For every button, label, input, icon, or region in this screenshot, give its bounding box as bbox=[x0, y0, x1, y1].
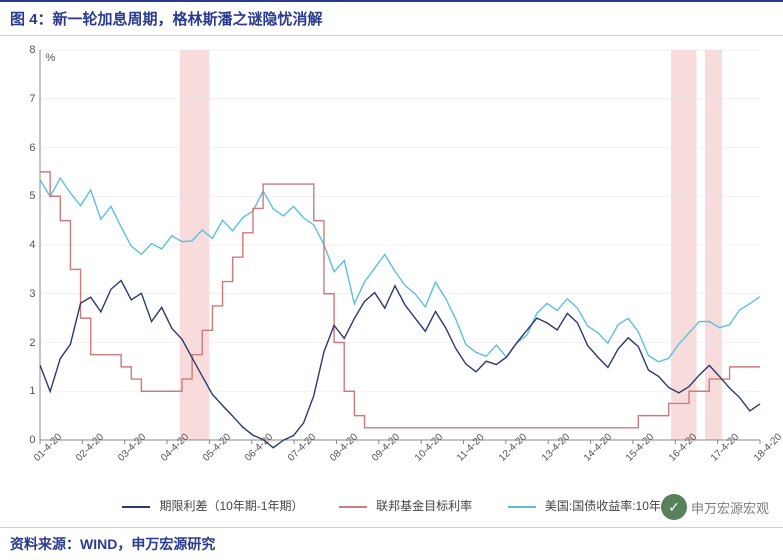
legend-label-0: 期限利差（10年期-1年期） bbox=[159, 499, 303, 513]
legend-label-1: 联邦基金目标利率 bbox=[376, 499, 472, 513]
title-bar: 图 4：新一轮加息周期，格林斯潘之谜隐忧消解 bbox=[0, 0, 783, 36]
legend-label-2: 美国:国债收益率:10年 bbox=[545, 499, 661, 513]
wechat-icon: ✓ bbox=[661, 494, 687, 520]
figure-title: 图 4：新一轮加息周期，格林斯潘之谜隐忧消解 bbox=[10, 11, 323, 28]
legend-swatch-1 bbox=[339, 506, 367, 508]
source-text: 资料来源：WIND，申万宏源研究 bbox=[10, 536, 215, 552]
legend-item-2: 美国:国债收益率:10年 bbox=[508, 497, 661, 514]
legend-swatch-2 bbox=[508, 506, 536, 508]
legend-item-1: 联邦基金目标利率 bbox=[339, 497, 472, 514]
plot-svg bbox=[40, 50, 760, 440]
figure-container: 图 4：新一轮加息周期，格林斯潘之谜隐忧消解 % 012345678 01-4-… bbox=[0, 0, 783, 560]
x-axis: 01-4-2002-4-2003-4-2004-4-2005-4-2006-4-… bbox=[40, 442, 760, 482]
chart-area: % 012345678 01-4-2002-4-2003-4-2004-4-20… bbox=[12, 42, 772, 482]
legend-swatch-0 bbox=[122, 506, 150, 508]
source-bar: 资料来源：WIND，申万宏源研究 bbox=[0, 527, 783, 560]
y-axis: 012345678 bbox=[12, 50, 38, 440]
watermark-text: 申万宏源宏观 bbox=[691, 498, 769, 517]
legend-item-0: 期限利差（10年期-1年期） bbox=[122, 497, 303, 514]
watermark: ✓ 申万宏源宏观 bbox=[661, 494, 769, 520]
